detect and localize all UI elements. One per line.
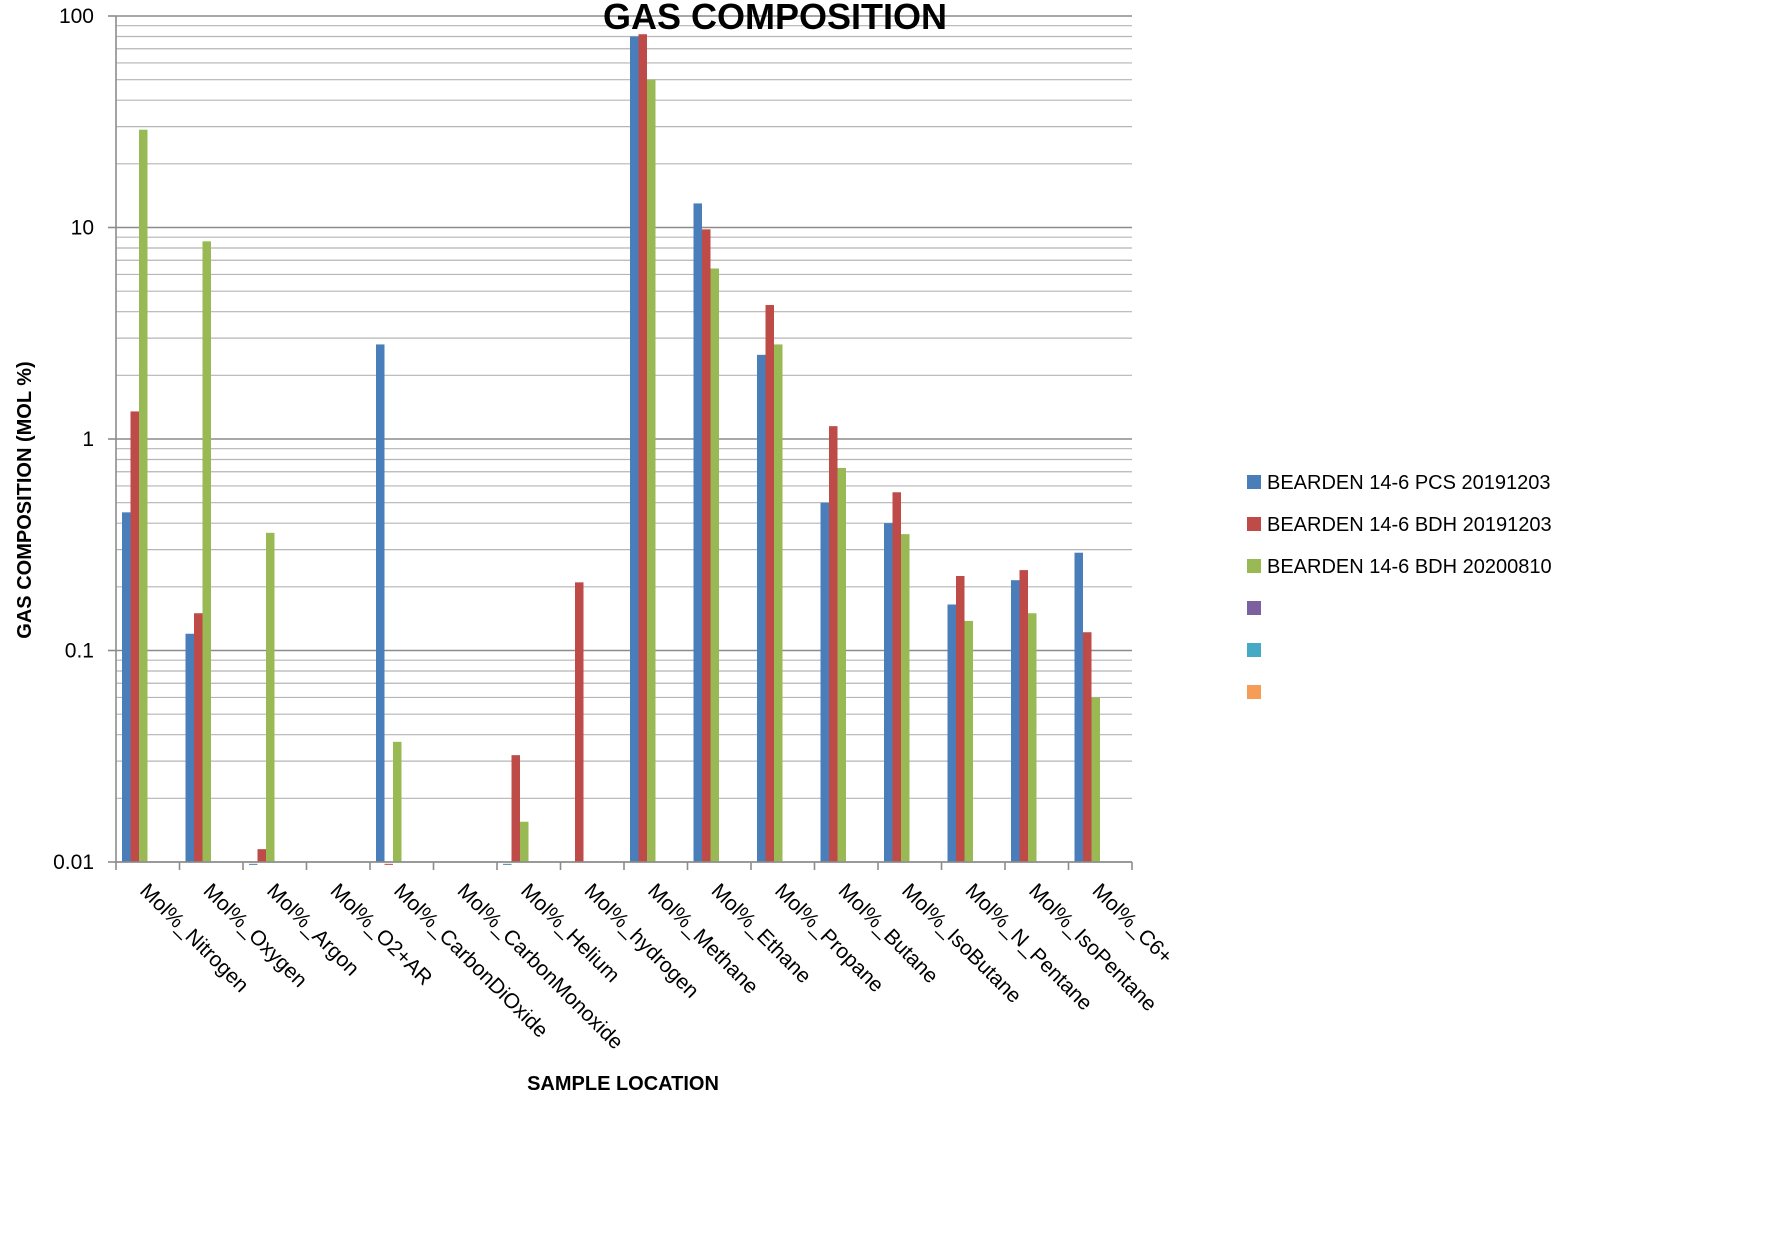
bar — [139, 129, 148, 862]
legend-label: BEARDEN 14-6 PCS 20191203 — [1267, 472, 1551, 494]
bar — [393, 741, 402, 862]
x-tick-label: Mol%_Methane — [643, 879, 762, 998]
bar — [575, 582, 584, 862]
y-tick-label: 10 — [71, 217, 94, 240]
chart-title: GAS COMPOSITION — [603, 0, 947, 37]
bar — [257, 849, 266, 862]
y-tick-label: 0.1 — [65, 640, 94, 663]
y-tick-labels: 0.01 0.1 1 10 100 — [53, 5, 94, 874]
legend-swatch — [1247, 559, 1261, 573]
legend-label: BEARDEN 14-6 BDH 20191203 — [1267, 514, 1552, 536]
bar — [757, 354, 766, 862]
bar — [503, 863, 512, 865]
bar — [884, 523, 893, 862]
bar — [829, 426, 838, 862]
bar — [964, 620, 973, 862]
bar — [194, 613, 203, 862]
bars — [122, 34, 1100, 865]
bar — [638, 34, 647, 862]
y-axis-title: GAS COMPOSITION (MOL %) — [14, 361, 36, 638]
legend: BEARDEN 14-6 PCS 20191203 BEARDEN 14-6 BD… — [1247, 472, 1552, 699]
y-tick-label: 1 — [82, 428, 94, 451]
bar — [376, 344, 385, 862]
bar — [1028, 613, 1037, 862]
bar — [901, 534, 910, 862]
bar — [249, 863, 258, 865]
legend-swatch — [1247, 475, 1261, 489]
bar — [185, 633, 194, 862]
bar — [202, 241, 211, 862]
bar — [1019, 570, 1028, 862]
bar — [130, 411, 139, 862]
legend-swatch — [1247, 643, 1261, 657]
legend-label: BEARDEN 14-6 BDH 20200810 — [1267, 556, 1552, 578]
bar — [122, 512, 131, 862]
x-tick-label: Mol%_Nitrogen — [135, 879, 253, 997]
x-tick-labels: Mol%_NitrogenMol%_OxygenMol%_ArgonMol%_O… — [135, 879, 1177, 1054]
bar — [710, 268, 719, 863]
bar — [520, 821, 529, 862]
gridlines — [116, 15, 1132, 863]
bar — [630, 36, 639, 863]
bar — [892, 492, 901, 862]
bar — [693, 203, 702, 862]
bar — [384, 863, 393, 865]
bar — [1011, 580, 1020, 862]
bar — [702, 229, 711, 862]
x-tick-label: Mol%_Propane — [770, 879, 888, 997]
bar — [774, 344, 783, 862]
bar — [511, 755, 520, 862]
x-axis-title: SAMPLE LOCATION — [527, 1073, 719, 1095]
bar — [1091, 697, 1100, 862]
x-tick-label: Mol%_IsoButane — [897, 879, 1026, 1008]
bar — [647, 79, 656, 862]
bar — [1074, 552, 1083, 862]
x-tick-label: Mol%_hydrogen — [580, 879, 704, 1003]
bar — [1083, 632, 1092, 862]
axes — [108, 15, 1133, 870]
legend-swatch — [1247, 685, 1261, 699]
bar — [956, 576, 965, 862]
y-tick-label: 100 — [59, 5, 94, 28]
bar — [837, 467, 846, 862]
legend-swatch — [1247, 517, 1261, 531]
legend-swatch — [1247, 601, 1261, 615]
bar — [820, 502, 829, 862]
bar — [947, 604, 956, 862]
bar — [266, 532, 275, 862]
y-tick-label: 0.01 — [53, 851, 94, 874]
bar — [765, 305, 774, 862]
